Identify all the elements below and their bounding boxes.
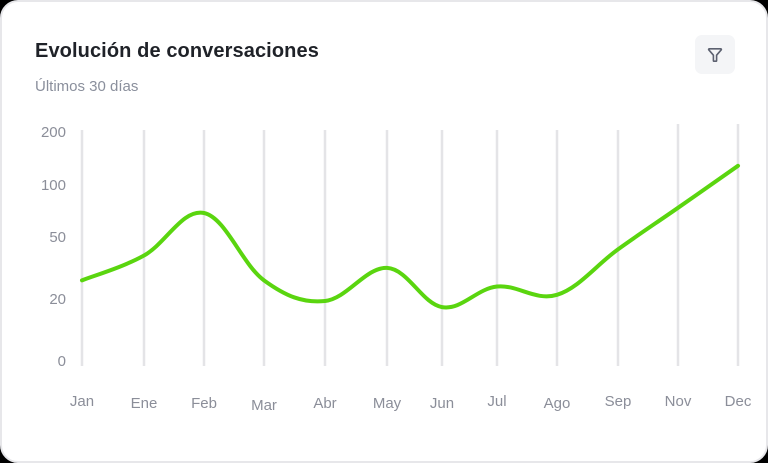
series-line — [80, 163, 740, 310]
x-tick-label: Nov — [664, 393, 692, 410]
y-tick-label: 20 — [49, 291, 66, 308]
x-tick-label: Abr — [313, 395, 337, 412]
x-tick-label: Jan — [69, 393, 95, 410]
chart-title: Evolución de conversaciones — [35, 40, 319, 62]
x-tick-label: Dec — [724, 393, 752, 410]
x-tick-label: May — [372, 395, 402, 412]
y-tick-label: 50 — [49, 229, 66, 246]
filter-icon — [707, 47, 723, 62]
y-tick-label: 100 — [40, 177, 66, 194]
y-tick-label: 0 — [57, 353, 66, 370]
x-tick-label: Ene — [130, 395, 158, 412]
x-tick-label: Ago — [543, 395, 571, 412]
x-tick-label: Jul — [487, 393, 507, 410]
filter-button[interactable] — [695, 35, 735, 74]
y-tick-label: 200 — [40, 124, 66, 141]
x-tick-label: Jun — [429, 395, 455, 412]
x-tick-label: Feb — [191, 395, 217, 412]
x-tick-label: Sep — [604, 393, 632, 410]
x-tick-label: Mar — [251, 397, 277, 414]
chart-subtitle: Últimos 30 días — [35, 78, 139, 95]
